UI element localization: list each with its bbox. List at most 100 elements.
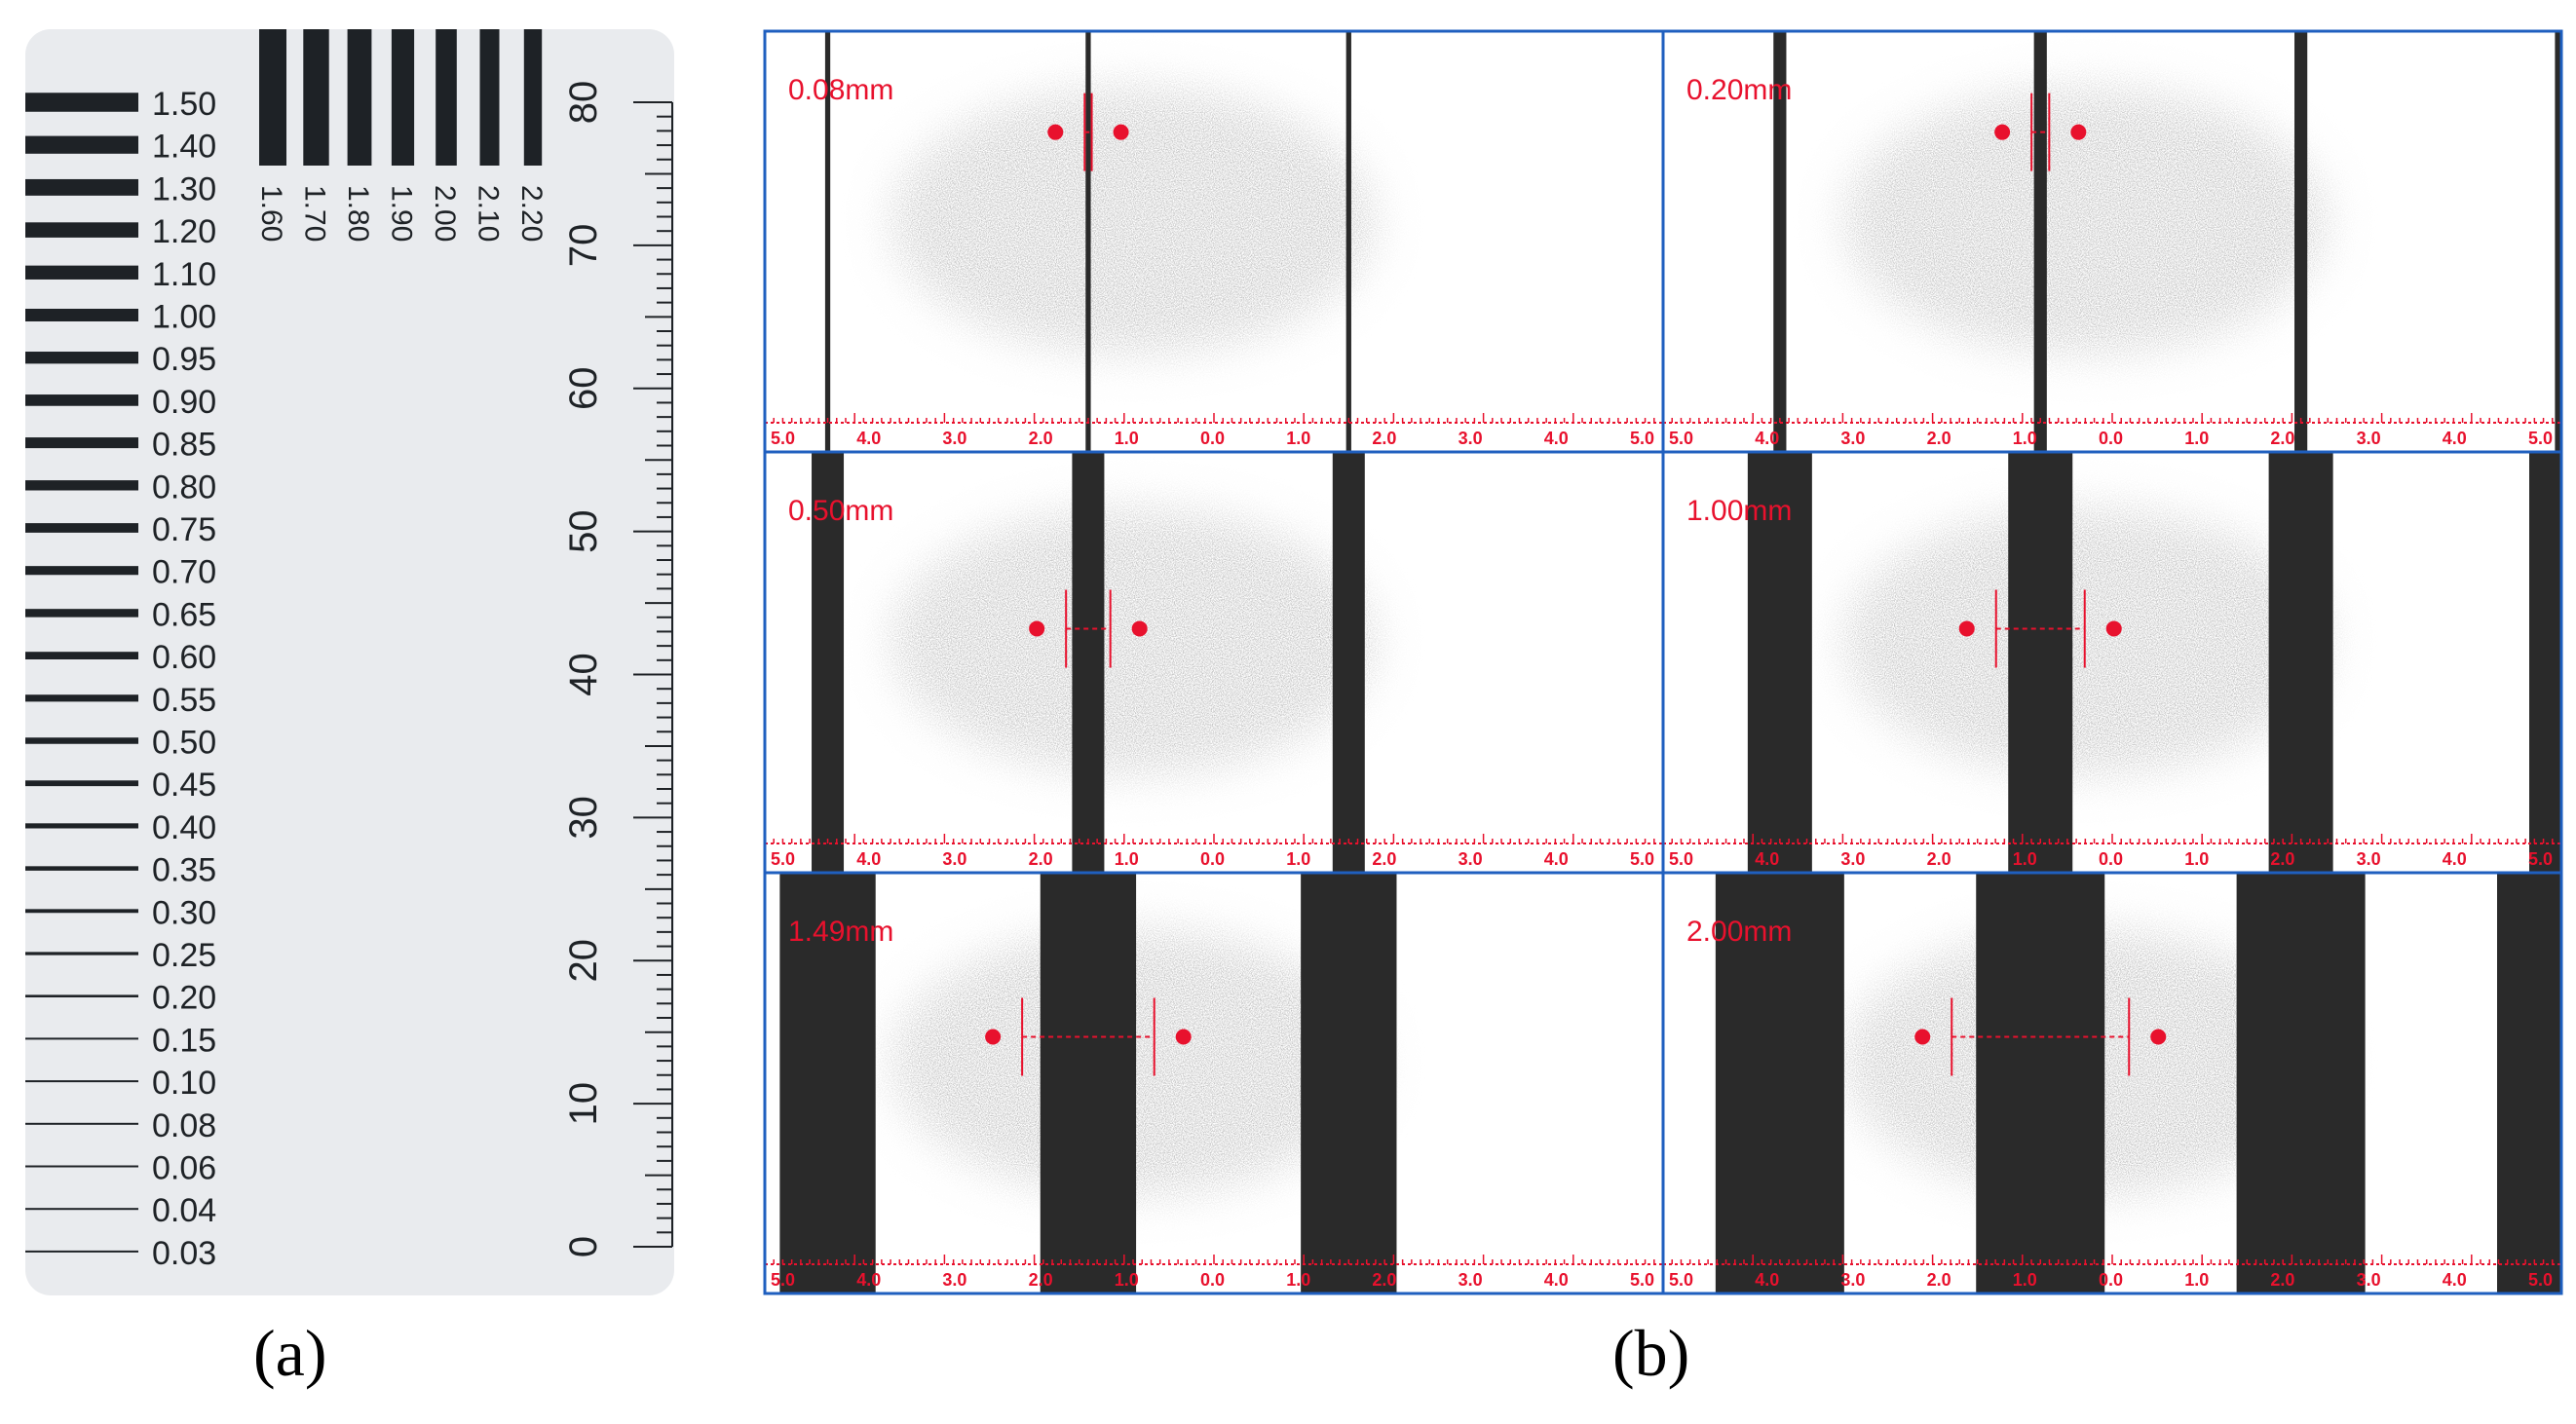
scale-tick-label: 0.0 [1200,849,1225,869]
vertical-line-pair-bar [523,29,543,166]
line-pair-label: 1.10 [152,256,216,293]
vertical-line-pair-label: 2.10 [473,185,505,242]
dark-band [1072,452,1105,873]
gap-point [985,1029,1002,1045]
ruler-label: 40 [562,653,605,696]
scale-tick-label: 1.0 [1286,429,1310,448]
spray-cloud [890,86,1376,356]
line-pair-bar [25,523,138,533]
dark-band [1040,873,1137,1293]
scale-tick-label: 3.0 [1458,429,1483,448]
scale-tick-label: 1.0 [2184,849,2209,869]
line-pair-bar [25,952,138,956]
dark-band [2497,873,2561,1293]
scale-tick-label: 3.0 [942,429,966,448]
line-pair-label: 0.06 [152,1150,216,1187]
panel-a-label: (a) [253,1316,327,1390]
scale-tick-label: 5.0 [1630,1270,1654,1290]
gap-point [2070,124,2087,140]
line-pair-label: 0.75 [152,511,216,548]
scale-tick-label: 2.0 [2270,1270,2294,1290]
dark-band [812,452,845,873]
dark-band [1773,31,1787,452]
scale-tick-label: 1.0 [2013,1270,2037,1290]
scale-tick-label: 2.0 [1372,849,1396,869]
vertical-line-pair-bar [479,29,500,166]
dark-band [779,873,876,1293]
line-pair-label: 1.40 [152,129,216,166]
vertical-line-pair-label: 1.90 [386,185,418,242]
scale-tick-label: 1.0 [1286,1270,1310,1290]
scale-tick-label: 4.0 [2443,429,2467,448]
scale-tick-label: 4.0 [1544,849,1569,869]
ruler-label: 50 [562,509,605,553]
panel-b-frames: 5.0 4.0 3.0 2.0 1.0 0.0 1.0 2.0 3.0 4.0 5.00.08mm5… [763,29,2563,1295]
vertical-line-pair-bar [303,29,329,166]
ruler-label: 10 [562,1082,605,1126]
line-pair-label: 0.25 [152,937,216,974]
scale-tick-label: 5.0 [1630,429,1654,448]
ruler-label: 80 [562,81,605,125]
line-pair-bar [25,694,138,702]
line-pair-bar [25,1165,138,1168]
line-pair-label: 0.30 [152,894,216,931]
vertical-line-pair-bar [391,29,415,166]
scale-tick-label: 4.0 [856,1270,881,1290]
line-pair-bar [25,178,138,196]
scale-tick-label: 2.0 [1029,429,1053,448]
vertical-line-pair-label: 2.20 [515,185,548,242]
vertical-line-pair-label: 1.70 [299,185,331,242]
dark-band [2033,31,2047,452]
dark-band [2008,452,2073,873]
line-pair-label: 0.60 [152,639,216,676]
dark-band [1332,452,1365,873]
line-pair-label: 0.90 [152,384,216,421]
line-pair-bar [25,866,138,871]
dark-band [1301,873,1397,1293]
scale-tick-label: 2.0 [1029,849,1053,869]
scale-tick-label: 4.0 [856,849,881,869]
line-pair-bar [25,1080,138,1083]
dark-band [824,31,831,452]
line-pair-bar [25,780,138,787]
line-pair-label: 0.40 [152,809,216,846]
line-pair-bar [25,1250,138,1253]
scale-tick-label: 1.0 [1286,849,1310,869]
scale-tick-label: 3.0 [1840,429,1865,448]
frame-gap-label: 0.50mm [788,495,893,527]
vertical-line-pair-bar [436,29,457,166]
dark-band [1747,452,1812,873]
scale-tick-label: 5.0 [2528,1270,2553,1290]
panel-a-resolution-card: 1.50 1.40 1.30 1.20 1.10 1.00 0.95 0.90 0.85 0.80… [25,29,674,1295]
dark-band [1085,31,1091,452]
dark-band [2529,452,2561,873]
line-pair-label: 1.50 [152,86,216,123]
dark-band [2294,31,2308,452]
scale-tick-label: 2.0 [1372,1270,1396,1290]
line-pair-bar [25,480,138,491]
dark-band [1715,873,1844,1293]
line-pair-bar [25,994,138,997]
ruler-label: 0 [562,1236,605,1257]
vertical-line-pair-bar [259,29,286,166]
scale-tick-label: 1.0 [1115,1270,1139,1290]
scale-tick-label: 2.0 [1372,429,1396,448]
panel-b-label: (b) [1612,1316,1690,1390]
gap-point [2105,620,2122,637]
scale-tick-label: 3.0 [1840,849,1865,869]
frame-gap-label: 0.20mm [1686,74,1792,106]
scale-tick-label: 4.0 [2443,849,2467,869]
frame-3: 5.0 4.0 3.0 2.0 1.0 0.0 1.0 2.0 3.0 4.0 5.0 0.50mm [763,450,1665,875]
line-pair-label: 0.55 [152,682,216,719]
scale-tick-label: 5.0 [1630,849,1654,869]
scale-tick-label: 4.0 [1755,849,1779,869]
scale-tick-label: 4.0 [1755,429,1779,448]
frame-gap-label: 1.49mm [788,916,893,948]
gap-point [2150,1029,2167,1045]
ruler-label: 60 [562,367,605,411]
scale-tick-label: 5.0 [2528,849,2553,869]
frame-border [1661,871,2563,1295]
resolution-card [25,29,674,1295]
scale-tick-label: 3.0 [2357,1270,2381,1290]
gap-point [1113,124,1129,140]
